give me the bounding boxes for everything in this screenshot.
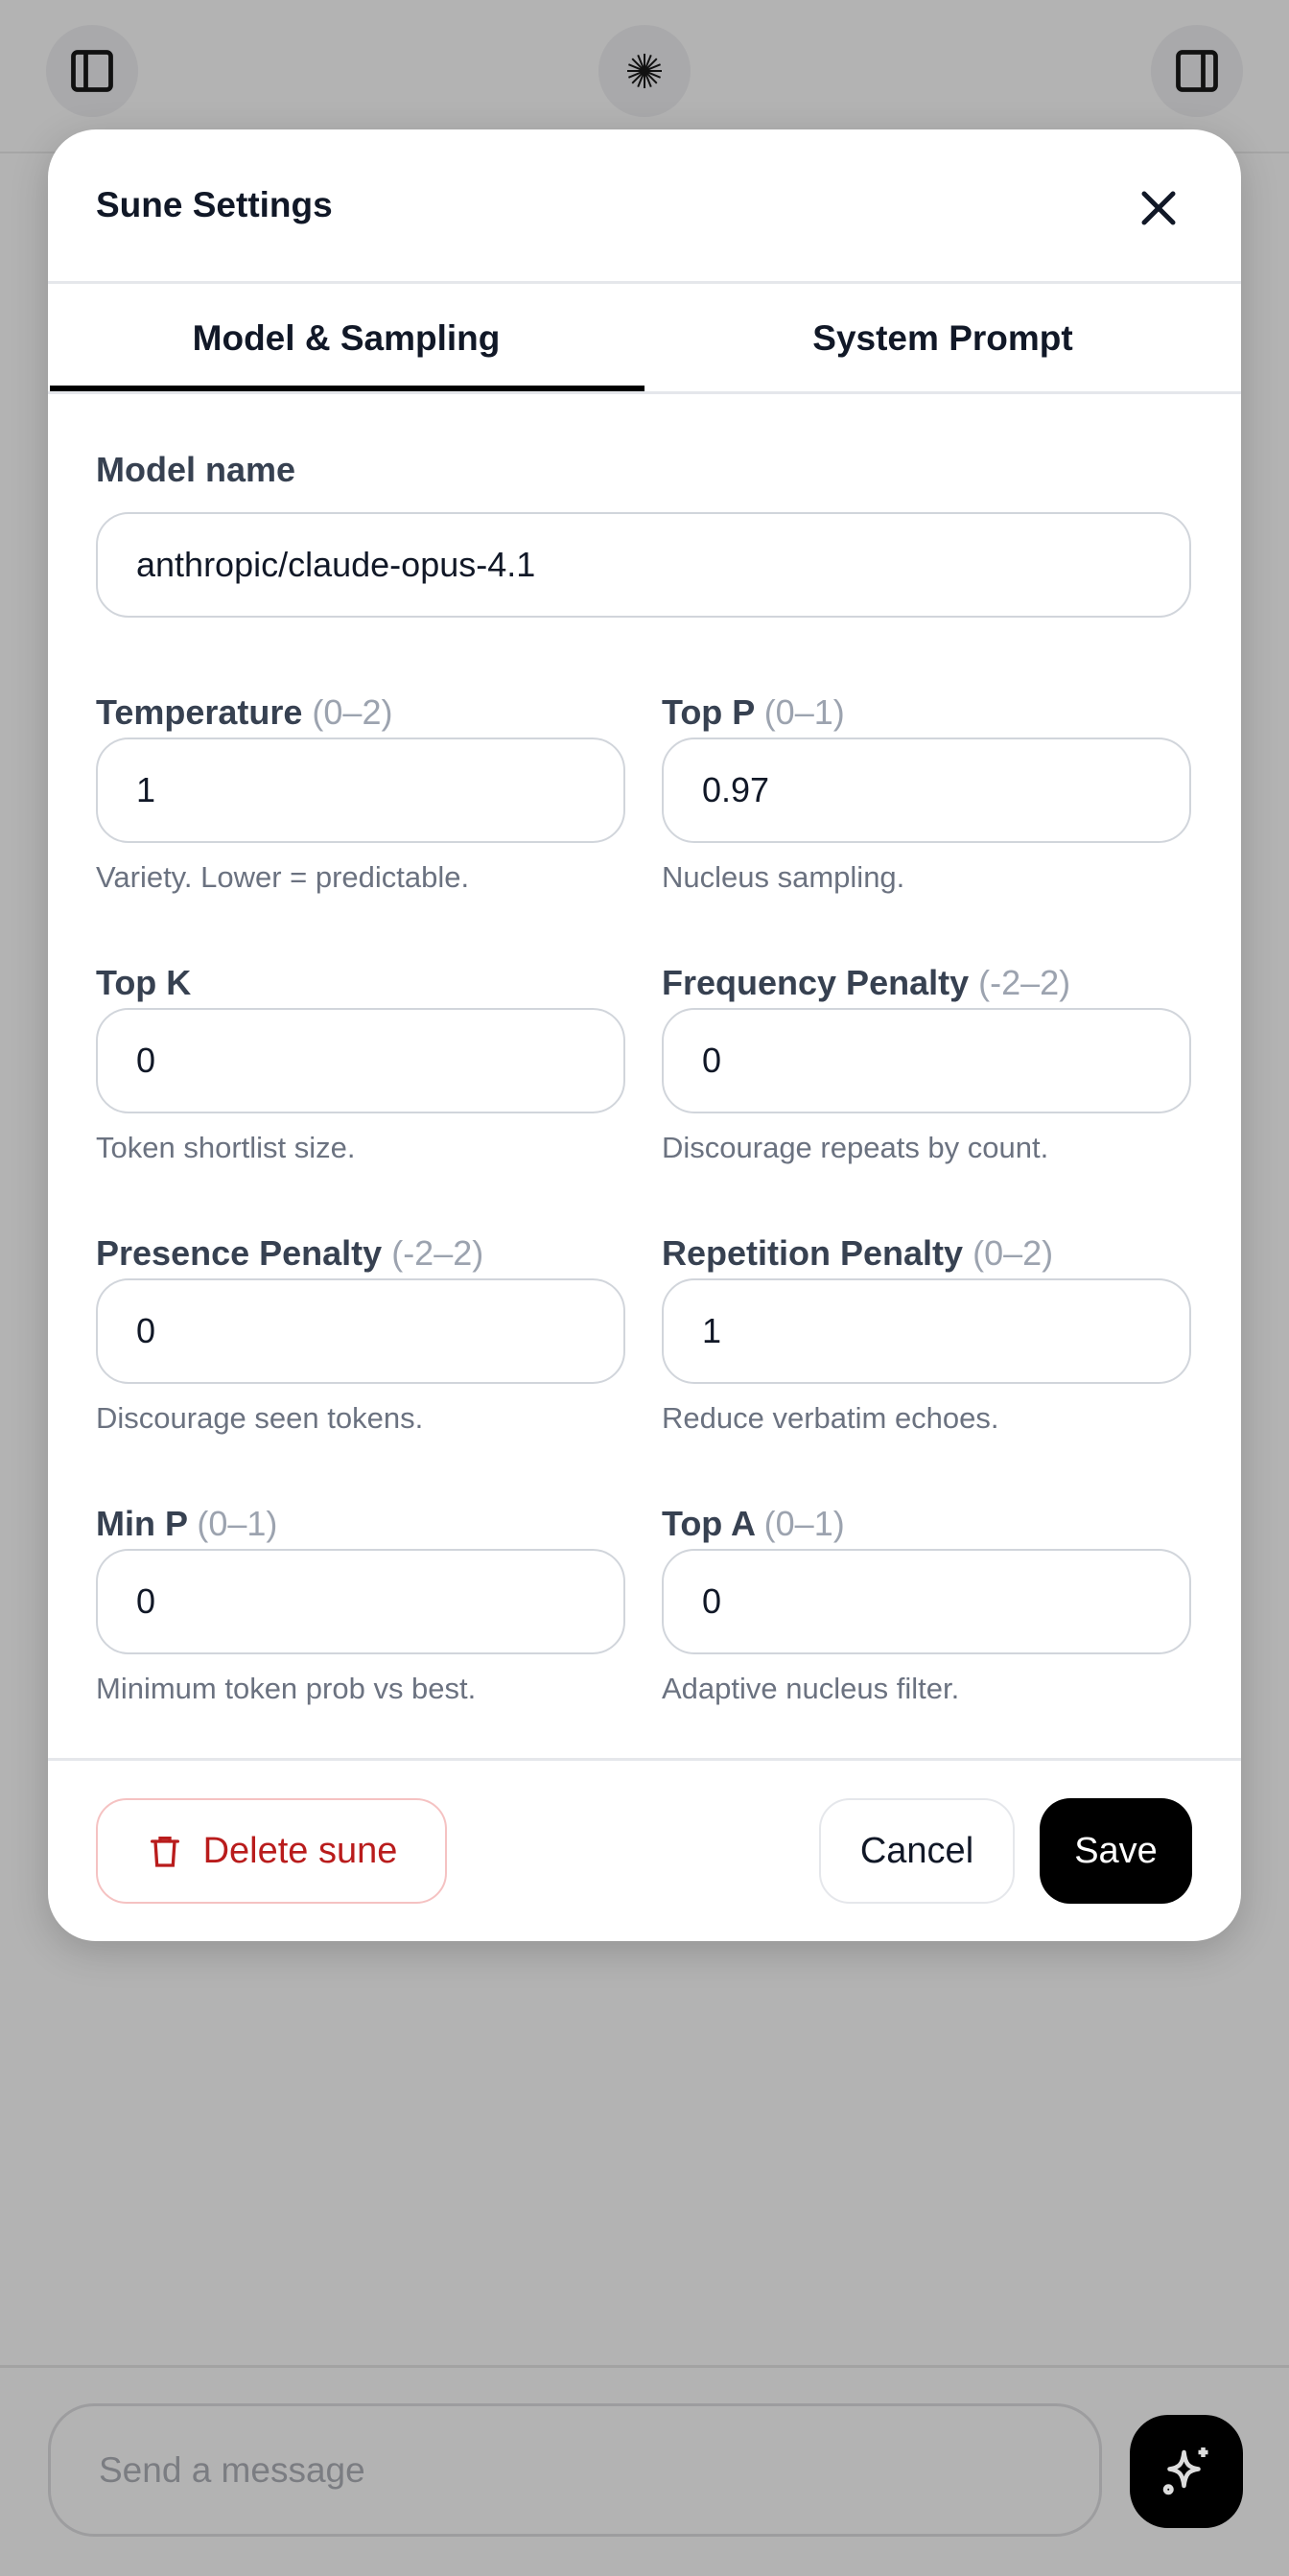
field-range: (0–1) <box>197 1504 278 1543</box>
top-k-label: Top K <box>96 963 191 1003</box>
sidebar-left-icon <box>71 50 113 92</box>
frequency-penalty-help: Discourage repeats by count. <box>662 1131 1049 1164</box>
delete-sune-label: Delete sune <box>202 1830 398 1871</box>
min-p-help: Minimum token prob vs best. <box>96 1672 477 1705</box>
toggle-left-sidebar-button[interactable] <box>46 25 138 117</box>
send-button[interactable] <box>1130 2415 1243 2528</box>
dialog-title: Sune Settings <box>96 185 333 224</box>
tab-system-prompt[interactable]: System Prompt <box>812 317 1073 358</box>
close-button[interactable] <box>1130 179 1187 237</box>
min-p-label: Min P (0–1) <box>96 1504 277 1544</box>
presence-penalty-help: Discourage seen tokens. <box>96 1401 424 1435</box>
active-tab-indicator <box>50 386 644 391</box>
field-label-text: Min P <box>96 1504 188 1543</box>
top-p-label: Top P (0–1) <box>662 692 845 733</box>
close-icon <box>1141 191 1176 225</box>
model-name-label: Model name <box>96 450 296 489</box>
field-label-text: Temperature <box>96 692 303 732</box>
temperature-help: Variety. Lower = predictable. <box>96 860 470 894</box>
message-input[interactable]: Send a message <box>48 2403 1102 2537</box>
composer-divider <box>0 2365 1289 2368</box>
top-a-input[interactable]: 0 <box>662 1549 1191 1654</box>
field-range: (-2–2) <box>978 963 1071 1002</box>
sparkle-burst-icon <box>627 54 662 88</box>
sune-settings-dialog: Sune Settings Model & Sampling System Pr… <box>48 129 1241 1941</box>
top-a-label: Top A (0–1) <box>662 1504 845 1544</box>
top-p-help: Nucleus sampling. <box>662 860 905 894</box>
sune-avatar-button[interactable] <box>598 25 691 117</box>
min-p-input[interactable]: 0 <box>96 1549 625 1654</box>
tab-model-sampling[interactable]: Model & Sampling <box>192 317 501 358</box>
temperature-input[interactable]: 1 <box>96 738 625 843</box>
top-k-input[interactable]: 0 <box>96 1008 625 1113</box>
tabs-divider <box>48 391 1241 394</box>
frequency-penalty-input[interactable]: 0 <box>662 1008 1191 1113</box>
presence-penalty-input[interactable]: 0 <box>96 1278 625 1384</box>
model-name-input[interactable]: anthropic/claude-opus-4.1 <box>96 512 1191 618</box>
field-label-text: Frequency Penalty <box>662 963 970 1002</box>
save-button[interactable]: Save <box>1040 1798 1192 1904</box>
trash-icon <box>150 1837 179 1867</box>
temperature-label: Temperature (0–2) <box>96 692 392 733</box>
toggle-right-sidebar-button[interactable] <box>1151 25 1243 117</box>
top-a-help: Adaptive nucleus filter. <box>662 1672 960 1705</box>
repetition-penalty-help: Reduce verbatim echoes. <box>662 1401 999 1435</box>
field-range: (0–2) <box>312 692 393 732</box>
field-label-text: Presence Penalty <box>96 1233 383 1273</box>
cancel-button[interactable]: Cancel <box>819 1798 1015 1904</box>
sidebar-right-icon <box>1176 50 1218 92</box>
field-label-text: Repetition Penalty <box>662 1233 964 1273</box>
divider <box>48 281 1241 284</box>
field-range: (0–1) <box>763 692 845 732</box>
frequency-penalty-label: Frequency Penalty (-2–2) <box>662 963 1070 1003</box>
presence-penalty-label: Presence Penalty (-2–2) <box>96 1233 483 1274</box>
delete-sune-button[interactable]: Delete sune <box>96 1798 447 1904</box>
field-range: (0–1) <box>763 1504 845 1543</box>
sparkles-icon <box>1162 2447 1208 2495</box>
field-label-text: Top A <box>662 1504 755 1543</box>
field-label-text: Top P <box>662 692 755 732</box>
repetition-penalty-label: Repetition Penalty (0–2) <box>662 1233 1053 1274</box>
field-label-text: Top K <box>96 963 192 1002</box>
top-k-help: Token shortlist size. <box>96 1131 356 1164</box>
footer-divider <box>48 1758 1241 1761</box>
field-range: (0–2) <box>973 1233 1054 1273</box>
repetition-penalty-input[interactable]: 1 <box>662 1278 1191 1384</box>
field-range: (-2–2) <box>391 1233 484 1273</box>
top-p-input[interactable]: 0.97 <box>662 738 1191 843</box>
